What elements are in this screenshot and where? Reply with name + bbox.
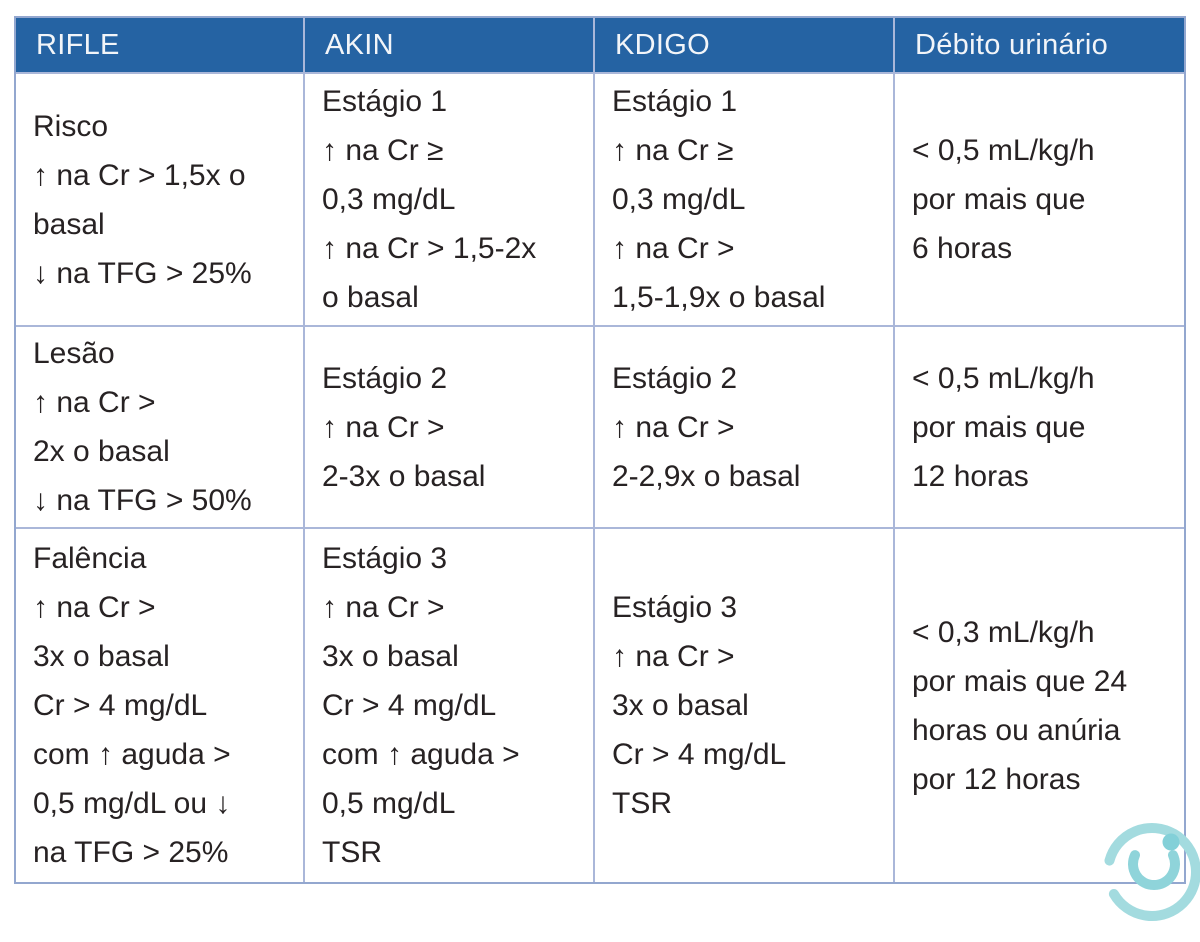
column-header-akin: AKIN bbox=[305, 18, 595, 74]
column-header-kdigo: KDIGO bbox=[595, 18, 895, 74]
cell-row1-kdigo-estagio1: Estágio 1 ↑ na Cr ≥ 0,3 mg/dL ↑ na Cr > … bbox=[595, 74, 895, 327]
column-header-label: KDIGO bbox=[615, 28, 710, 61]
cell-row1-debito-urinario: < 0,5 mL/kg/h por mais que 6 horas bbox=[895, 74, 1184, 327]
cell-row3-debito-urinario: < 0,3 mL/kg/h por mais que 24 horas ou a… bbox=[895, 529, 1184, 882]
column-header-debito-urinario: Débito urinário bbox=[895, 18, 1184, 74]
column-header-label: RIFLE bbox=[36, 28, 120, 61]
column-header-rifle: RIFLE bbox=[16, 18, 305, 74]
cell-row1-rifle-risco: Risco ↑ na Cr > 1,5x o basal ↓ na TFG > … bbox=[16, 74, 305, 327]
column-header-label: Débito urinário bbox=[915, 28, 1109, 61]
cell-row3-rifle-falencia: Falência ↑ na Cr > 3x o basal Cr > 4 mg/… bbox=[16, 529, 305, 882]
aki-classification-table: RIFLE AKIN KDIGO Débito urinário Risco ↑… bbox=[14, 16, 1186, 884]
cell-row2-kdigo-estagio2: Estágio 2 ↑ na Cr > 2-2,9x o basal bbox=[595, 327, 895, 529]
cell-row1-akin-estagio1: Estágio 1 ↑ na Cr ≥ 0,3 mg/dL ↑ na Cr > … bbox=[305, 74, 595, 327]
cell-row3-kdigo-estagio3: Estágio 3 ↑ na Cr > 3x o basal Cr > 4 mg… bbox=[595, 529, 895, 882]
cell-row2-debito-urinario: < 0,5 mL/kg/h por mais que 12 horas bbox=[895, 327, 1184, 529]
cell-row3-akin-estagio3: Estágio 3 ↑ na Cr > 3x o basal Cr > 4 mg… bbox=[305, 529, 595, 882]
cell-row2-akin-estagio2: Estágio 2 ↑ na Cr > 2-3x o basal bbox=[305, 327, 595, 529]
cell-row2-rifle-lesao: Lesão ↑ na Cr > 2x o basal ↓ na TFG > 50… bbox=[16, 327, 305, 529]
column-header-label: AKIN bbox=[325, 28, 394, 61]
